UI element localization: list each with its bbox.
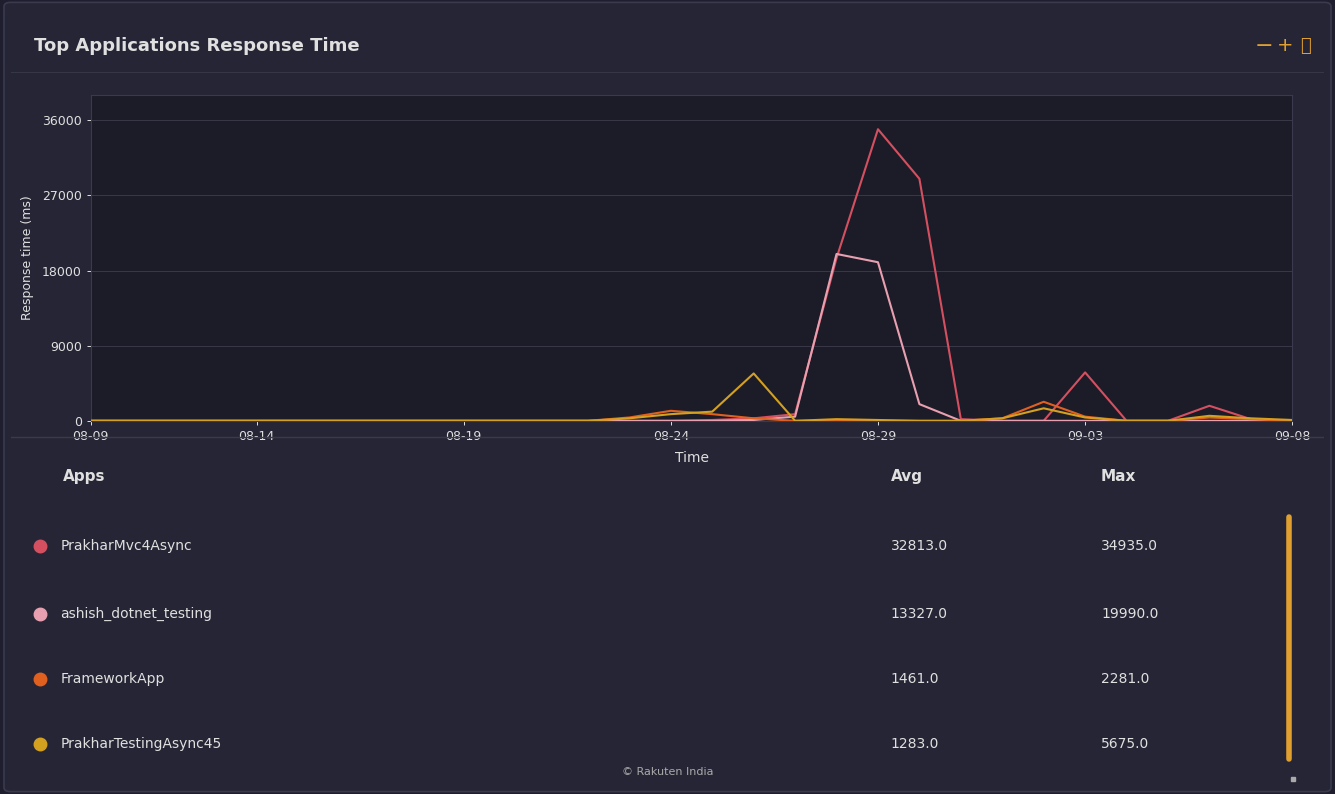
Text: Avg: Avg	[890, 469, 922, 484]
Text: FrameworkApp: FrameworkApp	[60, 673, 166, 686]
Text: 2281.0: 2281.0	[1101, 673, 1149, 686]
Text: Max: Max	[1101, 469, 1136, 484]
Text: 13327.0: 13327.0	[890, 607, 948, 621]
Text: Apps: Apps	[63, 469, 105, 484]
Text: PrakharTestingAsync45: PrakharTestingAsync45	[60, 738, 222, 751]
Text: Top Applications Response Time: Top Applications Response Time	[35, 37, 360, 55]
Text: PrakharMvc4Async: PrakharMvc4Async	[60, 538, 192, 553]
Text: 5675.0: 5675.0	[1101, 738, 1149, 751]
Text: 34935.0: 34935.0	[1101, 538, 1157, 553]
Text: 1283.0: 1283.0	[890, 738, 940, 751]
Text: © Rakuten India: © Rakuten India	[622, 766, 713, 777]
Y-axis label: Response time (ms): Response time (ms)	[20, 195, 33, 321]
Text: ⤢: ⤢	[1300, 37, 1311, 55]
Text: −: −	[1255, 36, 1274, 56]
X-axis label: Time: Time	[674, 451, 709, 465]
Text: 19990.0: 19990.0	[1101, 607, 1159, 621]
Text: 32813.0: 32813.0	[890, 538, 948, 553]
Text: ashish_dotnet_testing: ashish_dotnet_testing	[60, 607, 212, 622]
Text: +: +	[1276, 37, 1294, 56]
Text: 1461.0: 1461.0	[890, 673, 940, 686]
